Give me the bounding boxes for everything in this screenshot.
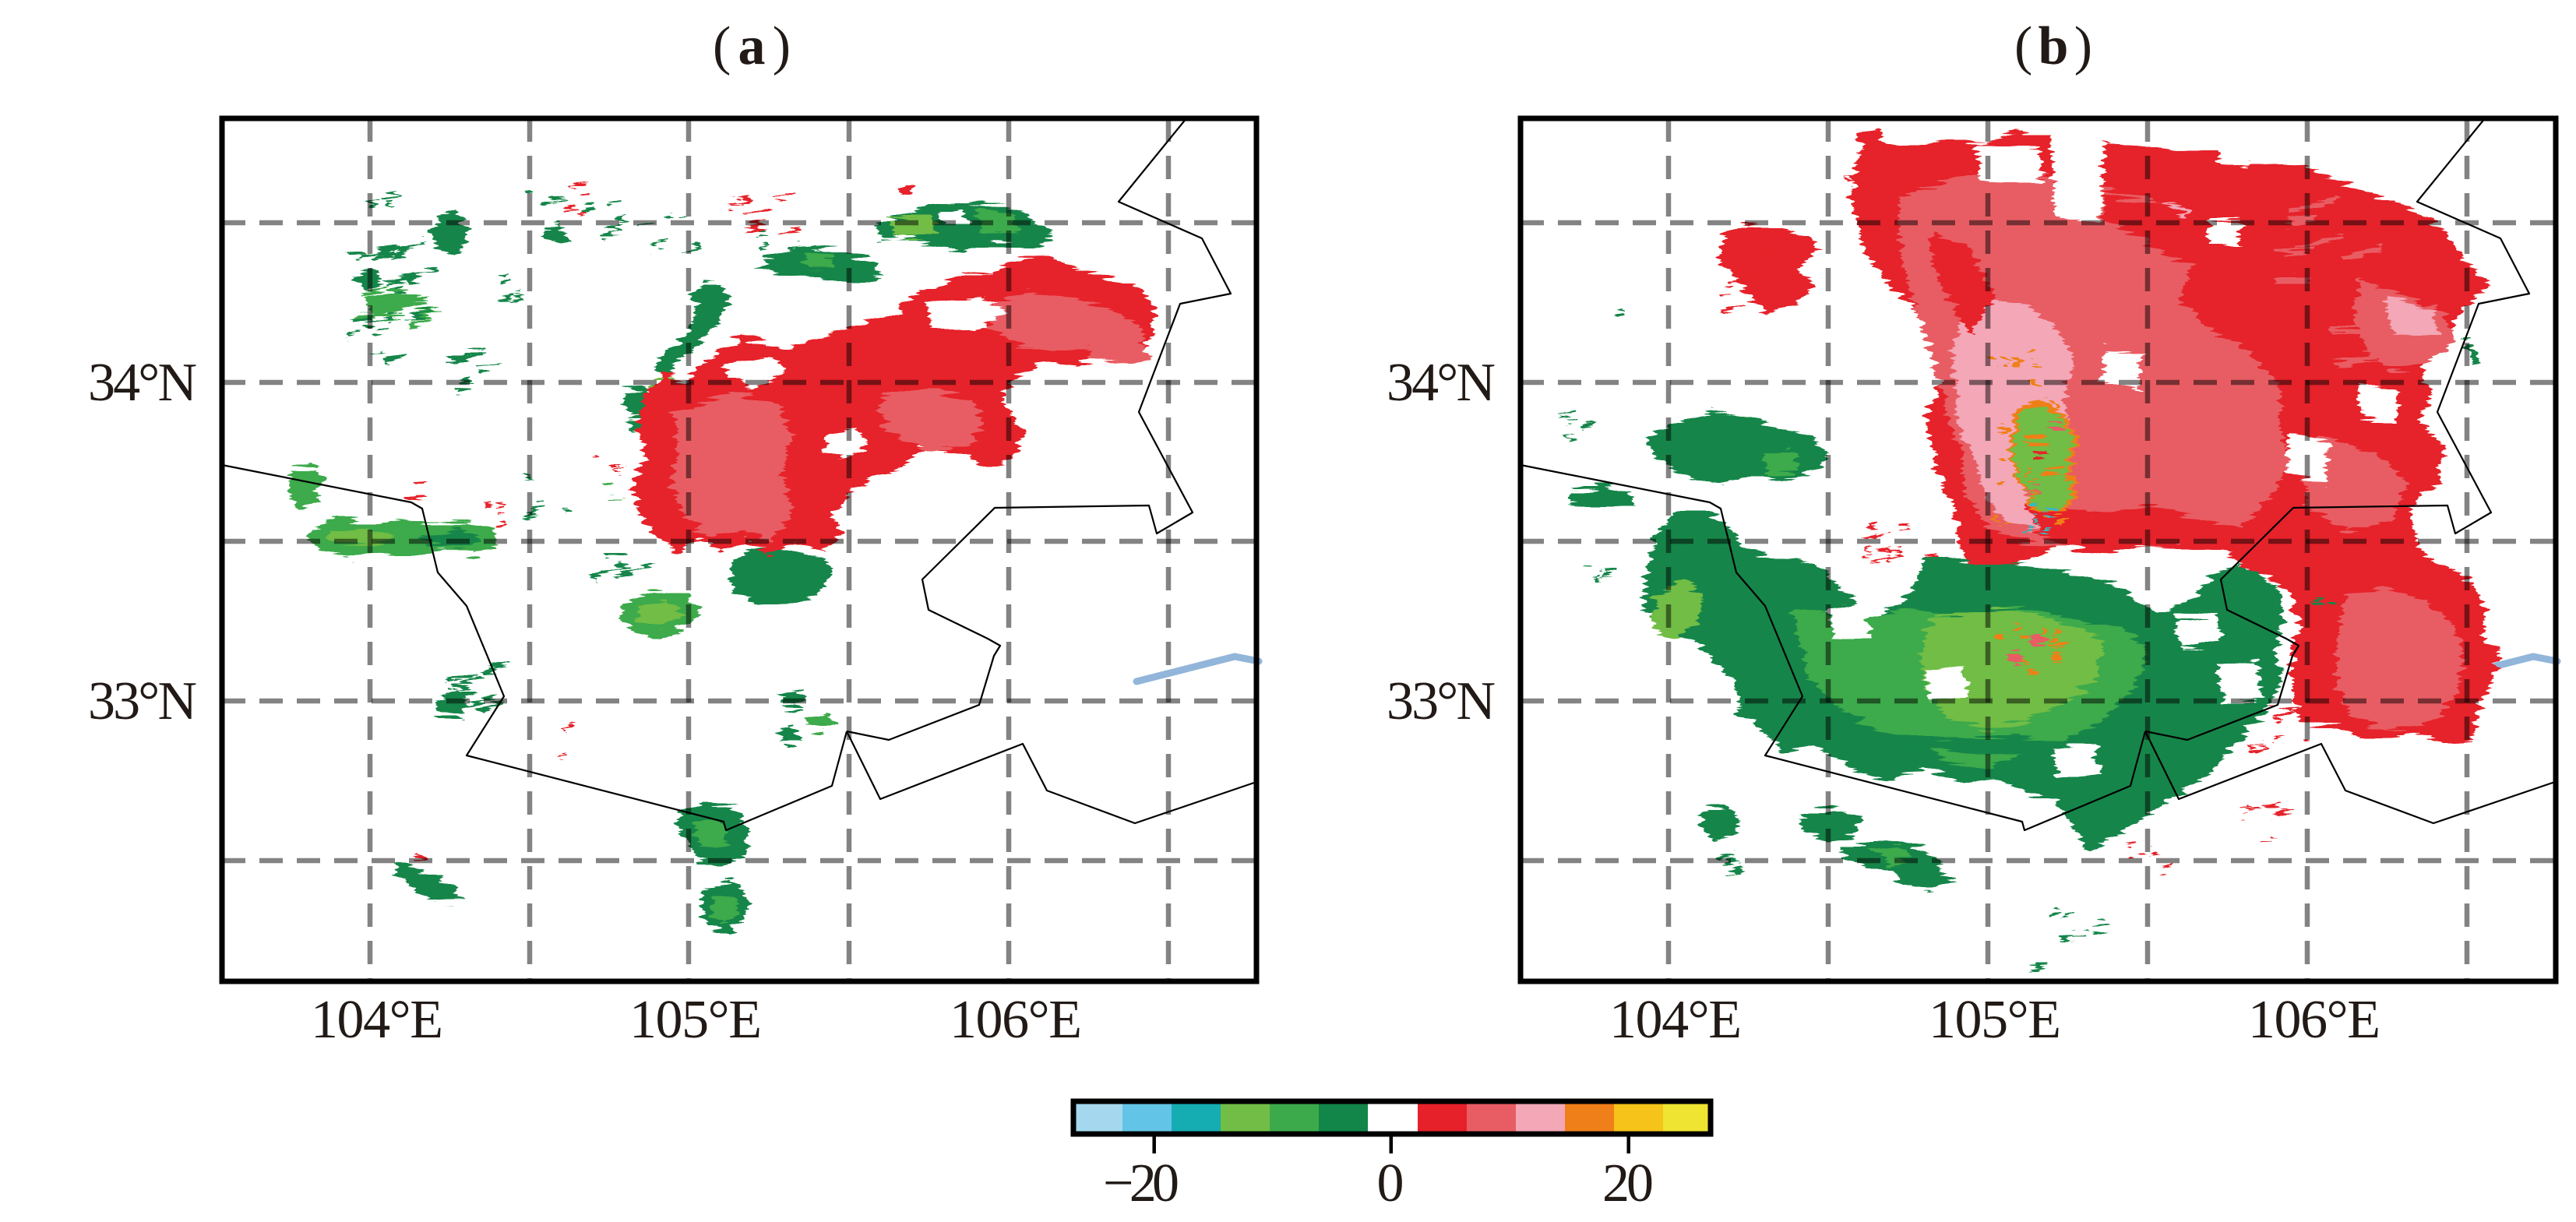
svg-text:104°E: 104°E	[311, 990, 443, 1050]
svg-text:33°N: 33°N	[88, 671, 197, 731]
svg-text:34°N: 34°N	[88, 353, 197, 413]
svg-text:( a ): ( a )	[713, 16, 791, 76]
svg-text:0: 0	[1377, 1153, 1404, 1213]
svg-text:104°E: 104°E	[1609, 990, 1742, 1050]
svg-text:( b ): ( b )	[2014, 16, 2092, 76]
svg-text:−20: −20	[1103, 1153, 1179, 1213]
svg-text:105°E: 105°E	[629, 990, 762, 1050]
svg-text:34°N: 34°N	[1387, 353, 1496, 413]
svg-text:106°E: 106°E	[950, 990, 1082, 1050]
svg-text:105°E: 105°E	[1929, 990, 2061, 1050]
svg-text:33°N: 33°N	[1387, 671, 1496, 731]
svg-text:20: 20	[1602, 1153, 1654, 1213]
svg-text:106°E: 106°E	[2248, 990, 2380, 1050]
